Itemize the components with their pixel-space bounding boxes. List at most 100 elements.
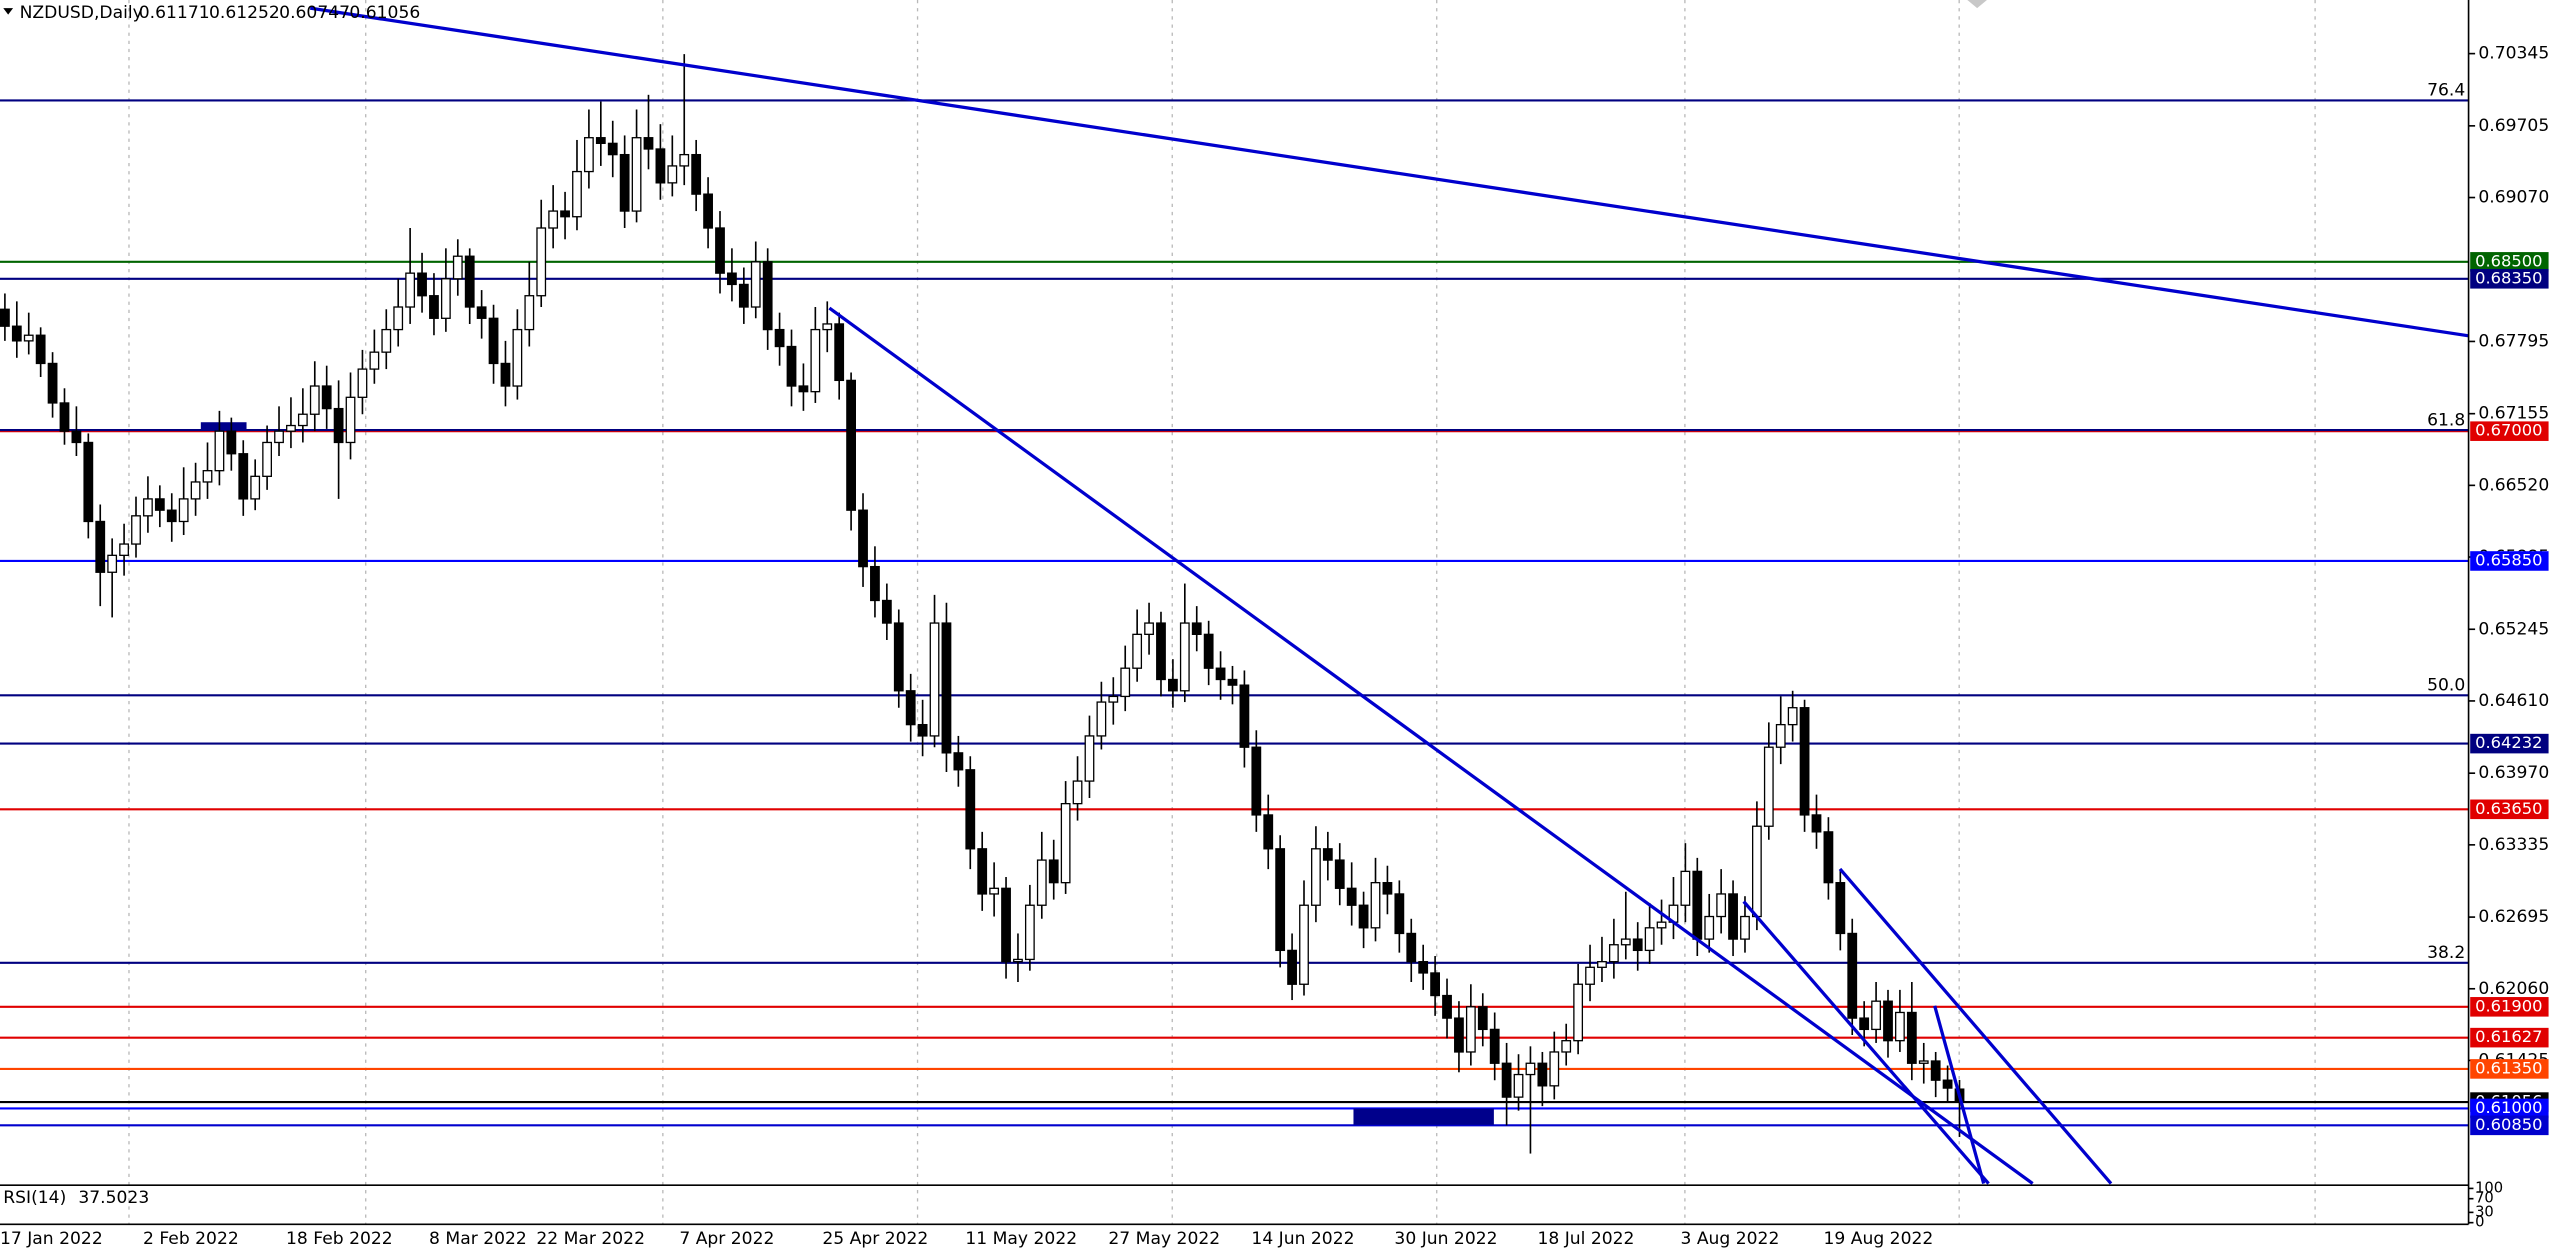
candle-body [464, 255, 475, 308]
zone-box [1353, 1108, 1494, 1125]
y-tick-label: 0.65245 [2478, 619, 2549, 639]
candle-body [1215, 667, 1226, 681]
candle-body [500, 362, 511, 387]
candle-body [1513, 1073, 1524, 1098]
candle-body [309, 385, 320, 415]
y-tick-label: 0.62695 [2478, 907, 2549, 927]
candle-body [1704, 915, 1715, 940]
y-tick-label: 0.66520 [2478, 475, 2549, 495]
candle-body [1716, 893, 1727, 918]
candle-body [1418, 961, 1429, 974]
y-tick-label: 0.63970 [2478, 763, 2549, 783]
candle-body [643, 137, 654, 150]
candle-body [512, 328, 523, 387]
candle-body [1537, 1062, 1548, 1087]
price-tag [2470, 1059, 2549, 1079]
candle-body [1084, 735, 1095, 782]
candle-body [1775, 723, 1786, 748]
candle-body [631, 137, 642, 212]
candle-body [166, 509, 177, 523]
candle-body [846, 379, 857, 511]
candle-body [1287, 949, 1297, 985]
candle-body [1871, 1000, 1881, 1031]
price-tag-label: 0.61000 [2475, 1098, 2542, 1117]
candles [0, 54, 1965, 1154]
candle-body [786, 345, 797, 387]
candle-body [1024, 904, 1035, 961]
candle-body [1632, 938, 1643, 952]
candle-body [1167, 678, 1178, 692]
y-tick-label: 0.63335 [2478, 835, 2549, 855]
candle-body [1311, 848, 1321, 906]
candle-body [452, 255, 463, 280]
candle-body [1430, 972, 1441, 997]
x-tick-label: 25 Apr 2022 [822, 1229, 928, 1249]
fib-label: 38.2 [2427, 943, 2465, 963]
x-tick-label: 22 Mar 2022 [536, 1229, 645, 1249]
ohlc-close: 0.61056 [349, 3, 420, 23]
candle-body [524, 295, 535, 331]
candle-body [536, 227, 547, 297]
candle-body [154, 498, 165, 511]
candle-body [679, 153, 690, 167]
candle-body [1239, 684, 1250, 748]
trendline [1742, 900, 1990, 1185]
x-tick-label: 18 Jul 2022 [1537, 1229, 1634, 1249]
candle-body [1573, 983, 1584, 1042]
candle-body [1656, 921, 1667, 929]
candle-body [35, 334, 46, 365]
candle-body [238, 453, 249, 500]
trendline [1838, 867, 2113, 1185]
trendline [1933, 1005, 1986, 1184]
candle-body [47, 362, 58, 404]
x-tick-label: 30 Jun 2022 [1394, 1229, 1497, 1249]
x-tick-label: 3 Aug 2022 [1680, 1229, 1779, 1249]
candle-body [822, 323, 833, 331]
candle-body [405, 272, 416, 308]
rsi-tick-label: 30 [2475, 1203, 2494, 1220]
candle-body [941, 622, 952, 754]
trendlines [309, 6, 2469, 1185]
x-tick-label: 8 Mar 2022 [429, 1229, 527, 1249]
vertical-grid [128, 0, 2316, 1225]
rsi-tick-label: 70 [2475, 1190, 2494, 1207]
candle-body [1811, 814, 1822, 833]
candle-body [23, 334, 34, 342]
candle-body [429, 295, 439, 319]
candle-body [286, 424, 296, 432]
candle-body [953, 752, 964, 771]
candle-body [1823, 831, 1834, 884]
candle-body [881, 599, 892, 624]
candle-body [1227, 678, 1238, 686]
candle-body [595, 137, 606, 145]
candle-body [143, 498, 153, 517]
candle-body [1322, 848, 1333, 861]
candle-body [321, 385, 332, 410]
candle-body [250, 475, 261, 500]
candle-body [1406, 932, 1417, 963]
price-tag-label: 0.60850 [2475, 1115, 2542, 1134]
candle-body [560, 210, 570, 218]
x-tick-label: 27 May 2022 [1108, 1229, 1220, 1249]
ohlc-low: 0.60747 [279, 3, 350, 23]
price-tag [2470, 733, 2549, 754]
price-tag [2470, 551, 2549, 571]
candle-body [1644, 927, 1655, 952]
candle-body [1299, 904, 1309, 985]
y-tick-label: 0.70345 [2478, 44, 2549, 64]
candle-body [858, 509, 868, 568]
candle-body [1346, 887, 1357, 906]
candle-body [667, 165, 678, 184]
price-tag-label: 0.65850 [2475, 550, 2542, 569]
candle-body [607, 142, 618, 156]
candle-body [381, 328, 392, 353]
y-tick-label: 0.62060 [2478, 979, 2549, 999]
candle-body [1752, 825, 1762, 918]
candle-body [214, 430, 225, 472]
candle-body [345, 396, 356, 444]
x-tick-label: 19 Aug 2022 [1824, 1229, 1934, 1249]
price-tag [2470, 269, 2549, 289]
candle-body [333, 407, 344, 444]
candle-body [1072, 780, 1083, 805]
